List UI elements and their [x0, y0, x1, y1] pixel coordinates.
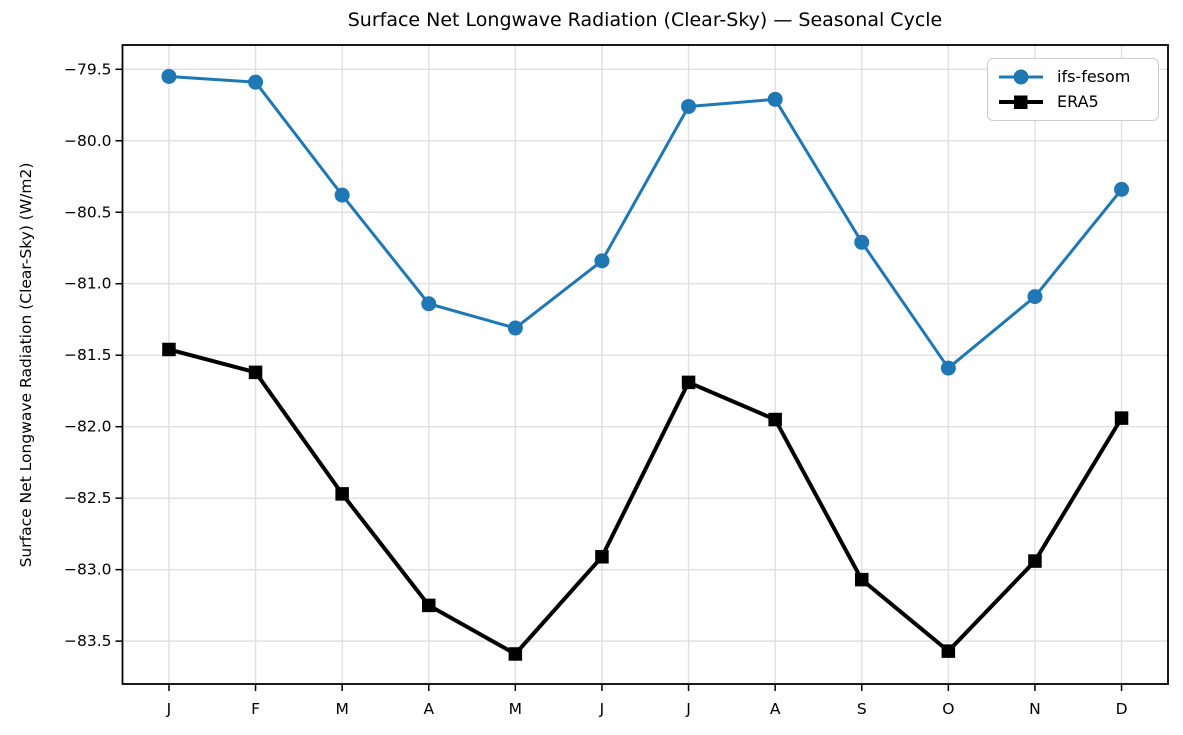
x-tick-label: N [1029, 700, 1041, 718]
data-point-ifs-fesom-9 [940, 360, 956, 376]
x-tick-label: J [685, 700, 691, 718]
y-tick-label: −81.0 [64, 275, 112, 293]
data-point-ERA5-7 [768, 412, 782, 427]
legend-label-ifs-fesom: ifs-fesom [1057, 66, 1131, 86]
data-point-ifs-fesom-3 [421, 296, 437, 312]
y-tick-label: −79.5 [64, 60, 112, 78]
data-point-ERA5-8 [855, 572, 869, 587]
data-point-ifs-fesom-1 [248, 74, 264, 90]
data-point-ERA5-10 [1028, 554, 1042, 568]
data-point-ERA5-2 [335, 487, 349, 501]
data-point-ERA5-0 [162, 342, 176, 357]
data-point-ifs-fesom-6 [681, 98, 697, 114]
y-tick-label: −82.0 [64, 418, 112, 436]
data-point-ERA5-5 [595, 550, 609, 564]
data-point-ifs-fesom-5 [594, 253, 610, 269]
x-tick-label: S [857, 700, 867, 718]
y-tick-label: −82.5 [64, 489, 112, 507]
data-point-ERA5-3 [422, 598, 436, 613]
legend-item-ifs-fesom: ifs-fesom [997, 66, 1149, 86]
data-point-ERA5-1 [248, 365, 263, 380]
y-tick-label: −83.0 [64, 561, 112, 579]
y-tick-label: −83.5 [64, 632, 112, 650]
x-tick-label: F [251, 700, 260, 718]
data-point-ifs-fesom-0 [161, 68, 177, 84]
y-tick-label: −80.5 [64, 203, 112, 221]
x-tick-label: A [770, 700, 781, 718]
x-tick-label: A [423, 700, 434, 718]
data-point-ifs-fesom-11 [1114, 181, 1130, 197]
data-point-ifs-fesom-7 [767, 91, 783, 107]
chart-title: Surface Net Longwave Radiation (Clear-Sk… [347, 9, 943, 31]
x-tick-label: O [942, 700, 954, 718]
series-line-ERA5 [166, 347, 1124, 656]
data-point-ERA5-9 [941, 644, 956, 658]
legend-line-circle-icon [999, 69, 1043, 85]
data-point-ifs-fesom-8 [854, 234, 870, 250]
legend-label-era5: ERA5 [1057, 92, 1099, 112]
x-tick-label: J [599, 700, 605, 718]
legend-line-square-icon [999, 95, 1043, 110]
data-point-ERA5-4 [508, 647, 523, 661]
x-tick-label: M [509, 700, 522, 718]
legend-item-era5: ERA5 [997, 93, 1149, 111]
y-tick-label: −80.0 [64, 132, 112, 150]
plot-spines [121, 44, 1169, 685]
x-tick-label: J [166, 700, 172, 718]
series-line-ifs-fesom [167, 74, 1124, 370]
y-tick-label: −81.5 [64, 346, 112, 364]
data-point-ERA5-11 [1114, 411, 1129, 425]
x-tick-label: D [1116, 700, 1128, 718]
x-tick-label: M [335, 700, 348, 718]
data-point-ERA5-6 [681, 375, 696, 390]
legend: ifs-fesom ERA5 [987, 58, 1159, 121]
data-point-ifs-fesom-2 [334, 187, 350, 203]
data-point-ifs-fesom-10 [1027, 289, 1043, 305]
data-point-ifs-fesom-4 [507, 320, 523, 336]
